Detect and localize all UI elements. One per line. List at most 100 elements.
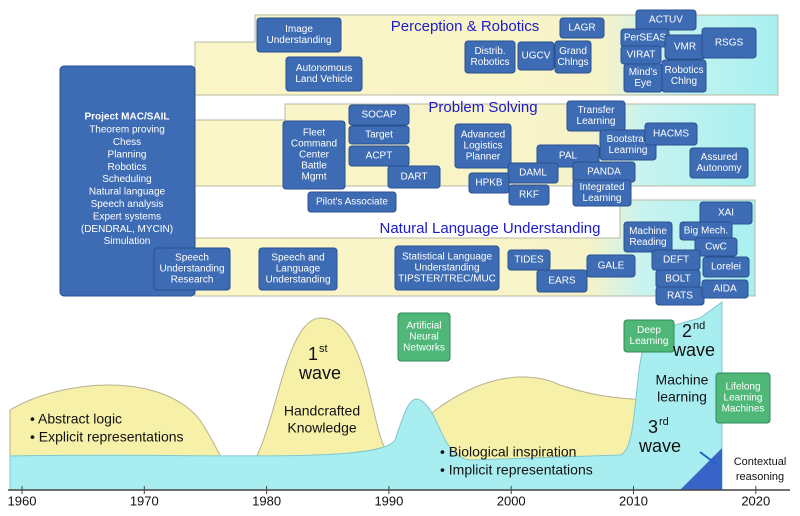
program-box bbox=[554, 40, 592, 74]
program-box-label: Eye bbox=[634, 78, 652, 89]
program-box-label: Transfer bbox=[578, 105, 616, 116]
program-box-label: Understanding bbox=[265, 275, 330, 286]
project-box bbox=[59, 65, 196, 297]
program-box bbox=[507, 249, 551, 271]
program-box-label: VMR bbox=[674, 42, 696, 53]
program-box-label: HPKB bbox=[475, 178, 503, 189]
wave-suffix: rd bbox=[659, 416, 669, 428]
program-box-label: ACTUV bbox=[649, 15, 683, 26]
program-box-label: Integrated bbox=[579, 182, 624, 193]
project-item: (DENDRAL, MYCIN) bbox=[81, 224, 173, 235]
program-box-label: DART bbox=[400, 172, 427, 183]
wave-suffix: nd bbox=[693, 320, 705, 332]
green-box-label: Artificial bbox=[406, 321, 441, 332]
green-box-label: Machines bbox=[722, 404, 765, 415]
year-label: 2020 bbox=[741, 493, 770, 508]
project-item: Theorem proving bbox=[89, 125, 165, 136]
program-box-label: Learning bbox=[583, 193, 622, 204]
program-box-label: Robotics bbox=[471, 57, 510, 68]
wave-number: 1 bbox=[308, 344, 318, 364]
program-box-label: ACPT bbox=[366, 151, 393, 162]
bullet: • Abstract logic bbox=[30, 411, 122, 427]
program-box-label: Fleet bbox=[303, 128, 325, 139]
green-box-label: Networks bbox=[403, 343, 445, 354]
program-box bbox=[702, 256, 750, 278]
program-box bbox=[285, 56, 363, 92]
third-wave-area bbox=[680, 448, 722, 490]
year-label: 1980 bbox=[252, 493, 281, 508]
program-box bbox=[348, 125, 410, 145]
program-box-label: Learning bbox=[577, 116, 616, 127]
program-box bbox=[694, 237, 738, 257]
program-box bbox=[701, 279, 749, 299]
program-box bbox=[387, 165, 441, 189]
green-box bbox=[397, 312, 451, 362]
program-box-label: Understanding bbox=[266, 35, 331, 46]
wave-description: Contextual bbox=[734, 456, 787, 468]
program-box-label: Chlng bbox=[671, 76, 697, 87]
bullet: • Biological inspiration bbox=[440, 444, 576, 460]
program-box-label: Bootstrap bbox=[607, 134, 650, 145]
program-box bbox=[464, 40, 516, 74]
program-box bbox=[586, 254, 636, 278]
program-box-label: Research bbox=[171, 275, 214, 286]
program-box-label: Target bbox=[365, 130, 393, 141]
program-box-label: Understanding bbox=[159, 264, 224, 275]
project-item: Expert systems bbox=[93, 211, 161, 222]
arrow bbox=[699, 451, 717, 465]
wave-description: Knowledge bbox=[287, 420, 356, 436]
program-box bbox=[572, 179, 632, 207]
program-box-label: UGCV bbox=[522, 51, 551, 62]
program-box-label: Center bbox=[299, 150, 330, 161]
year-label: 1960 bbox=[8, 493, 37, 508]
year-label: 1970 bbox=[130, 493, 159, 508]
program-box bbox=[348, 104, 410, 126]
program-box bbox=[508, 184, 550, 206]
project-item: Chess bbox=[113, 137, 141, 148]
program-box-label: Autonomy bbox=[696, 163, 741, 174]
program-box-label: Chlngs bbox=[557, 57, 588, 68]
year-label: 1990 bbox=[374, 493, 403, 508]
project-item: Natural language bbox=[89, 187, 166, 198]
green-box-label: Learning bbox=[724, 393, 763, 404]
program-box-label: AIDA bbox=[713, 284, 737, 295]
program-box-label: Robotics bbox=[665, 65, 704, 76]
program-box-label: CwC bbox=[705, 242, 727, 253]
program-box-label: Mind's bbox=[629, 67, 658, 78]
program-box-label: Speech and bbox=[271, 253, 324, 264]
program-box-label: Mgmt bbox=[302, 172, 327, 183]
second-wave-area bbox=[9, 301, 723, 491]
program-box-label: Battle bbox=[301, 161, 327, 172]
program-box-label: Grand bbox=[559, 46, 587, 57]
program-box-label: BOLT bbox=[665, 274, 690, 285]
program-box-label: Distrib. bbox=[474, 46, 505, 57]
program-box-label: VIRAT bbox=[627, 50, 656, 61]
program-box-label: Advanced bbox=[461, 130, 505, 141]
bullet: • Implicit representations bbox=[440, 462, 593, 478]
program-box bbox=[559, 17, 605, 39]
section-title: Problem Solving bbox=[428, 99, 537, 116]
program-box-label: LAGR bbox=[568, 23, 595, 34]
project-item: Planning bbox=[108, 149, 147, 160]
program-box bbox=[623, 221, 673, 253]
program-box bbox=[394, 245, 500, 291]
program-box-label: TIPSTER/TREC/MUC bbox=[398, 274, 496, 285]
program-box-label: Command bbox=[291, 139, 337, 150]
wave-word: wave bbox=[672, 340, 715, 360]
year-label: 2010 bbox=[619, 493, 648, 508]
green-box bbox=[715, 372, 771, 424]
wave-word: wave bbox=[638, 436, 681, 456]
section-title: Natural Language Understanding bbox=[380, 220, 601, 237]
green-box-label: Learning bbox=[630, 336, 669, 347]
program-box-label: DAML bbox=[519, 168, 547, 179]
program-box bbox=[566, 100, 626, 132]
program-box-label: Reading bbox=[629, 237, 666, 248]
wave-description: Machine bbox=[656, 372, 709, 388]
program-box bbox=[258, 247, 338, 291]
wave-description: Handcrafted bbox=[284, 403, 360, 419]
program-box-label: Logistics bbox=[464, 141, 503, 152]
program-box bbox=[701, 27, 757, 59]
green-box bbox=[623, 319, 675, 353]
